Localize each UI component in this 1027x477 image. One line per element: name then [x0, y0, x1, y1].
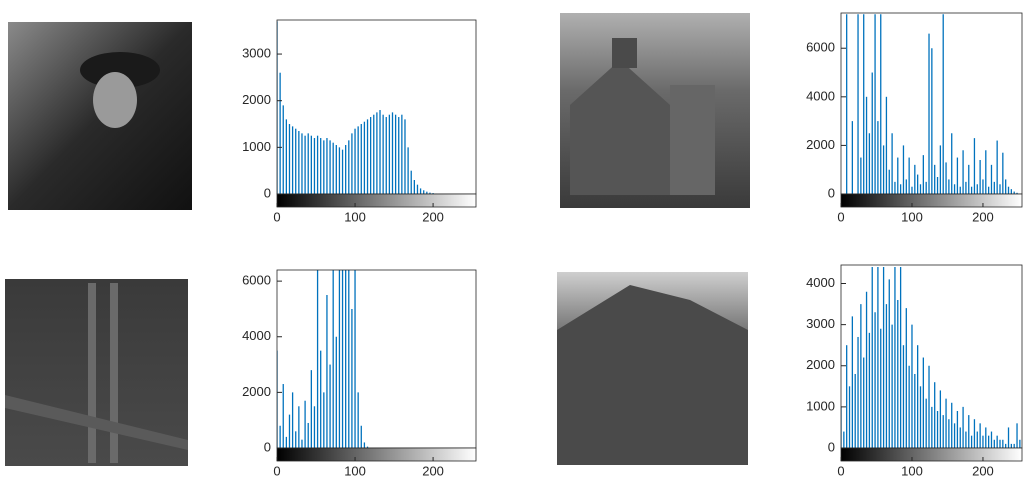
photo: [5, 279, 188, 466]
y-tick-label: 0: [828, 185, 835, 200]
photo: [8, 22, 192, 210]
x-tick-label: 200: [972, 463, 994, 477]
x-tick-label: 200: [972, 209, 994, 224]
x-tick-label: 0: [837, 209, 844, 224]
y-tick-label: 2000: [806, 357, 835, 372]
x-tick-label: 0: [273, 209, 280, 224]
photo: [560, 13, 750, 208]
y-tick-label: 1000: [806, 398, 835, 413]
x-tick-label: 200: [422, 463, 444, 477]
plot-area: [841, 267, 1021, 448]
y-tick-label: 0: [828, 439, 835, 454]
plot-area: [277, 21, 440, 194]
photo: [557, 272, 748, 465]
y-tick-label: 2000: [242, 384, 271, 399]
colorbar: [840, 193, 1023, 208]
y-tick-label: 1000: [242, 139, 271, 154]
x-tick-label: 0: [837, 463, 844, 477]
y-tick-label: 4000: [242, 328, 271, 343]
y-tick-label: 0: [264, 439, 271, 454]
x-tick-label: 100: [344, 463, 366, 477]
y-tick-label: 3000: [806, 316, 835, 331]
plot-area: [277, 270, 369, 448]
y-tick-label: 0: [264, 185, 271, 200]
colorbar: [276, 447, 477, 462]
colorbar: [276, 193, 477, 208]
colorbar: [840, 447, 1023, 462]
y-tick-label: 3000: [242, 45, 271, 60]
y-tick-label: 6000: [806, 40, 835, 55]
y-tick-label: 6000: [242, 273, 271, 288]
x-tick-label: 200: [422, 209, 444, 224]
y-tick-label: 2000: [806, 137, 835, 152]
axes-box: [276, 269, 477, 449]
y-tick-label: 4000: [806, 275, 835, 290]
x-tick-label: 0: [273, 463, 280, 477]
y-tick-label: 2000: [242, 92, 271, 107]
plot-area: [846, 14, 1018, 194]
x-tick-label: 100: [344, 209, 366, 224]
y-tick-label: 4000: [806, 88, 835, 103]
x-tick-label: 100: [901, 463, 923, 477]
x-tick-label: 100: [901, 209, 923, 224]
